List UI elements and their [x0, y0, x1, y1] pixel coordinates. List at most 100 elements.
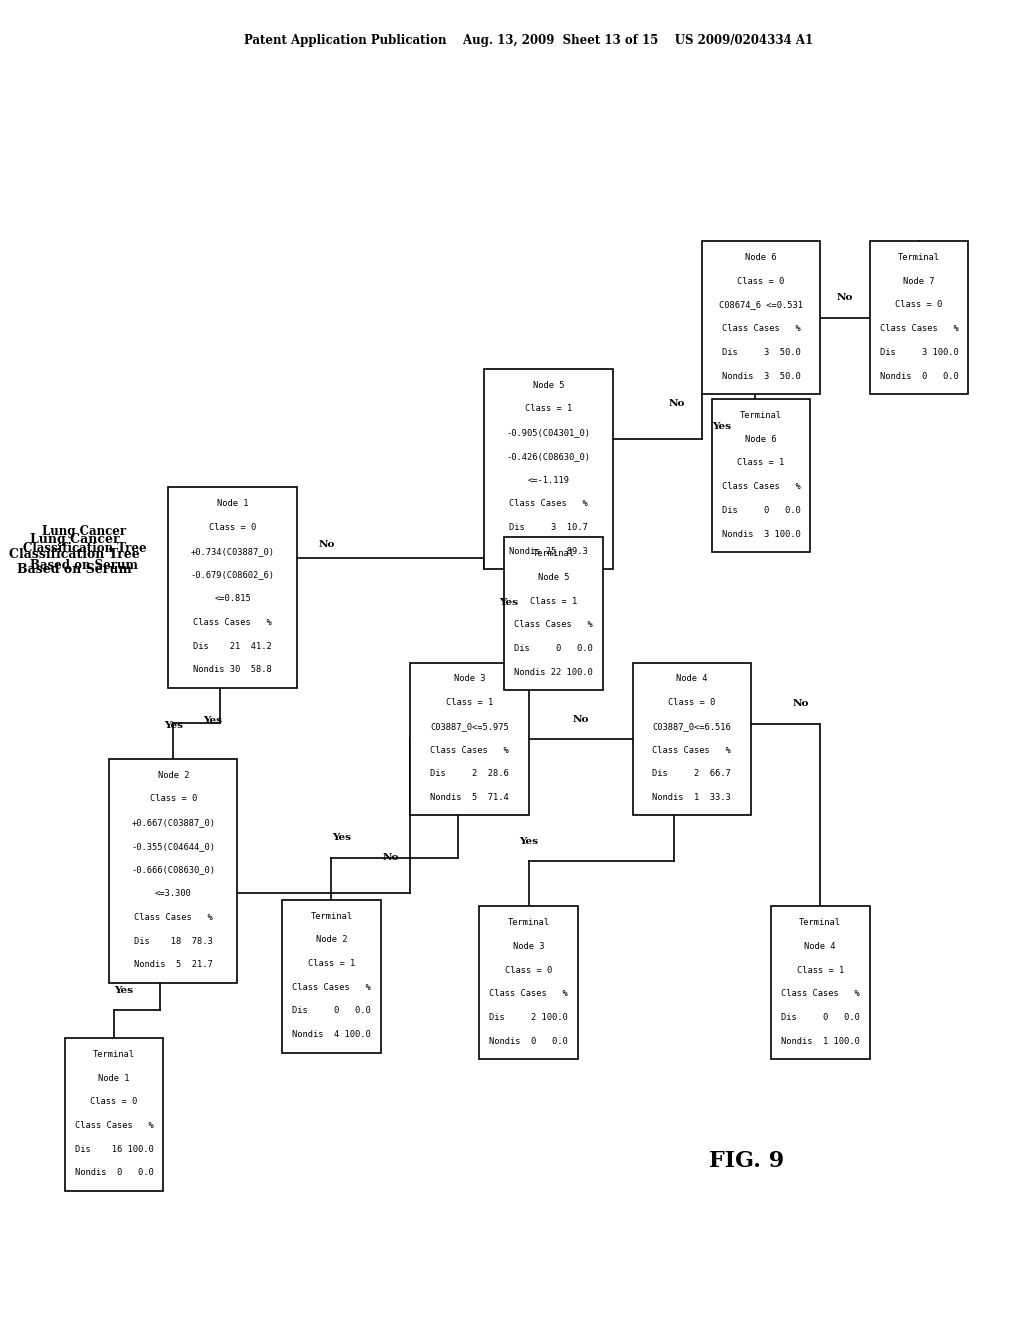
FancyBboxPatch shape — [701, 242, 820, 393]
Text: -0.679(C08602_6): -0.679(C08602_6) — [190, 570, 274, 579]
Text: Terminal: Terminal — [508, 919, 550, 927]
Text: Terminal: Terminal — [310, 912, 352, 920]
Text: <=3.300: <=3.300 — [155, 890, 191, 898]
Text: Class = 1: Class = 1 — [445, 698, 494, 708]
Text: -0.905(C04301_0): -0.905(C04301_0) — [507, 428, 591, 437]
Text: FIG. 9: FIG. 9 — [709, 1150, 783, 1172]
Text: Yes: Yes — [332, 833, 350, 842]
Text: Terminal: Terminal — [740, 411, 782, 420]
FancyBboxPatch shape — [168, 487, 297, 688]
Text: Node 4: Node 4 — [805, 942, 836, 950]
Text: Node 7: Node 7 — [903, 277, 935, 285]
Text: Class = 0: Class = 0 — [895, 301, 942, 309]
Text: -0.355(C04644_0): -0.355(C04644_0) — [131, 842, 215, 851]
Text: Class = 0: Class = 0 — [209, 523, 256, 532]
Text: Dis     2  66.7: Dis 2 66.7 — [652, 770, 731, 779]
Text: Class Cases   %: Class Cases % — [430, 746, 509, 755]
Text: C03887_0<=6.516: C03887_0<=6.516 — [652, 722, 731, 731]
Text: Nondis  5  71.4: Nondis 5 71.4 — [430, 793, 509, 803]
Text: Nondis  1  33.3: Nondis 1 33.3 — [652, 793, 731, 803]
Text: Class = 1: Class = 1 — [525, 404, 572, 413]
Text: Yes: Yes — [164, 721, 182, 730]
Text: Class = 1: Class = 1 — [737, 458, 784, 467]
Text: No: No — [572, 714, 589, 723]
FancyBboxPatch shape — [110, 759, 238, 982]
Text: Class Cases   %: Class Cases % — [134, 913, 213, 921]
FancyBboxPatch shape — [484, 368, 612, 569]
Text: Class Cases   %: Class Cases % — [75, 1121, 154, 1130]
Text: No: No — [382, 853, 398, 862]
Text: Nondis  3  50.0: Nondis 3 50.0 — [722, 371, 801, 380]
Text: Class = 1: Class = 1 — [307, 960, 355, 968]
Text: Nondis 25  89.3: Nondis 25 89.3 — [509, 546, 588, 556]
Text: Dis     2  28.6: Dis 2 28.6 — [430, 770, 509, 779]
Text: Node 6: Node 6 — [745, 253, 776, 261]
Text: -0.426(C08630_0): -0.426(C08630_0) — [507, 451, 591, 461]
Text: Nondis  0   0.0: Nondis 0 0.0 — [880, 371, 958, 380]
FancyBboxPatch shape — [65, 1038, 164, 1191]
Text: Class Cases   %: Class Cases % — [722, 325, 801, 333]
FancyBboxPatch shape — [504, 537, 603, 690]
Text: Nondis 30  58.8: Nondis 30 58.8 — [194, 665, 272, 675]
Text: Yes: Yes — [115, 986, 133, 995]
Text: Class Cases   %: Class Cases % — [880, 325, 958, 333]
Text: Dis     3  10.7: Dis 3 10.7 — [509, 523, 588, 532]
FancyBboxPatch shape — [411, 663, 528, 816]
Text: Class Cases   %: Class Cases % — [652, 746, 731, 755]
FancyBboxPatch shape — [479, 907, 579, 1059]
Text: No: No — [669, 399, 685, 408]
Text: Nondis  5  21.7: Nondis 5 21.7 — [134, 961, 213, 969]
Text: Nondis  0   0.0: Nondis 0 0.0 — [489, 1036, 568, 1045]
Text: Node 2: Node 2 — [158, 771, 189, 780]
FancyBboxPatch shape — [712, 399, 810, 552]
Text: Class = 0: Class = 0 — [505, 966, 552, 974]
Text: Class Cases   %: Class Cases % — [489, 989, 568, 998]
FancyBboxPatch shape — [282, 900, 381, 1052]
Text: Yes: Yes — [712, 422, 731, 432]
Text: Terminal: Terminal — [898, 253, 940, 261]
Text: Dis     3 100.0: Dis 3 100.0 — [880, 347, 958, 356]
Text: Dis    18  78.3: Dis 18 78.3 — [134, 937, 213, 945]
Text: +0.734(C03887_0): +0.734(C03887_0) — [190, 546, 274, 556]
Text: Node 2: Node 2 — [315, 936, 347, 944]
Text: Dis     2 100.0: Dis 2 100.0 — [489, 1012, 568, 1022]
Text: -0.666(C08630_0): -0.666(C08630_0) — [131, 866, 215, 874]
Text: Node 3: Node 3 — [454, 675, 485, 684]
Text: Dis    21  41.2: Dis 21 41.2 — [194, 642, 272, 651]
Text: Terminal: Terminal — [532, 549, 574, 558]
Text: Nondis  4 100.0: Nondis 4 100.0 — [292, 1030, 371, 1039]
Text: Node 3: Node 3 — [513, 942, 545, 950]
Text: Dis     0   0.0: Dis 0 0.0 — [292, 1006, 371, 1015]
Text: Node 1: Node 1 — [217, 499, 248, 508]
FancyBboxPatch shape — [633, 663, 751, 816]
Text: +0.667(C03887_0): +0.667(C03887_0) — [131, 818, 215, 828]
Text: <=0.815: <=0.815 — [214, 594, 251, 603]
FancyBboxPatch shape — [869, 242, 969, 393]
Text: Nondis 22 100.0: Nondis 22 100.0 — [514, 668, 593, 677]
Text: Dis    16 100.0: Dis 16 100.0 — [75, 1144, 154, 1154]
FancyBboxPatch shape — [771, 907, 869, 1059]
Text: Node 1: Node 1 — [98, 1073, 130, 1082]
Text: Class = 1: Class = 1 — [529, 597, 578, 606]
Text: Node 5: Node 5 — [538, 573, 569, 582]
Text: Dis     0   0.0: Dis 0 0.0 — [514, 644, 593, 653]
Text: Class = 0: Class = 0 — [737, 277, 784, 285]
Text: Dis     0   0.0: Dis 0 0.0 — [722, 506, 801, 515]
Text: Class = 0: Class = 0 — [150, 795, 197, 804]
Text: Terminal: Terminal — [799, 919, 841, 927]
Text: Yes: Yes — [204, 715, 222, 725]
Text: Class Cases   %: Class Cases % — [509, 499, 588, 508]
Text: Class Cases   %: Class Cases % — [722, 482, 801, 491]
Text: Class Cases   %: Class Cases % — [514, 620, 593, 630]
Text: Dis     3  50.0: Dis 3 50.0 — [722, 347, 801, 356]
Text: No: No — [793, 700, 809, 709]
Text: C03887_0<=5.975: C03887_0<=5.975 — [430, 722, 509, 731]
Text: Class = 1: Class = 1 — [797, 966, 844, 974]
Text: <=-1.119: <=-1.119 — [527, 475, 569, 484]
Text: Node 4: Node 4 — [676, 675, 708, 684]
Text: Lung Cancer
Classification Tree
Based on Serum: Lung Cancer Classification Tree Based on… — [9, 533, 140, 576]
Text: C08674_6 <=0.531: C08674_6 <=0.531 — [719, 301, 803, 309]
Text: Node 5: Node 5 — [532, 380, 564, 389]
Text: Class = 0: Class = 0 — [668, 698, 716, 708]
Text: Nondis  0   0.0: Nondis 0 0.0 — [75, 1168, 154, 1177]
